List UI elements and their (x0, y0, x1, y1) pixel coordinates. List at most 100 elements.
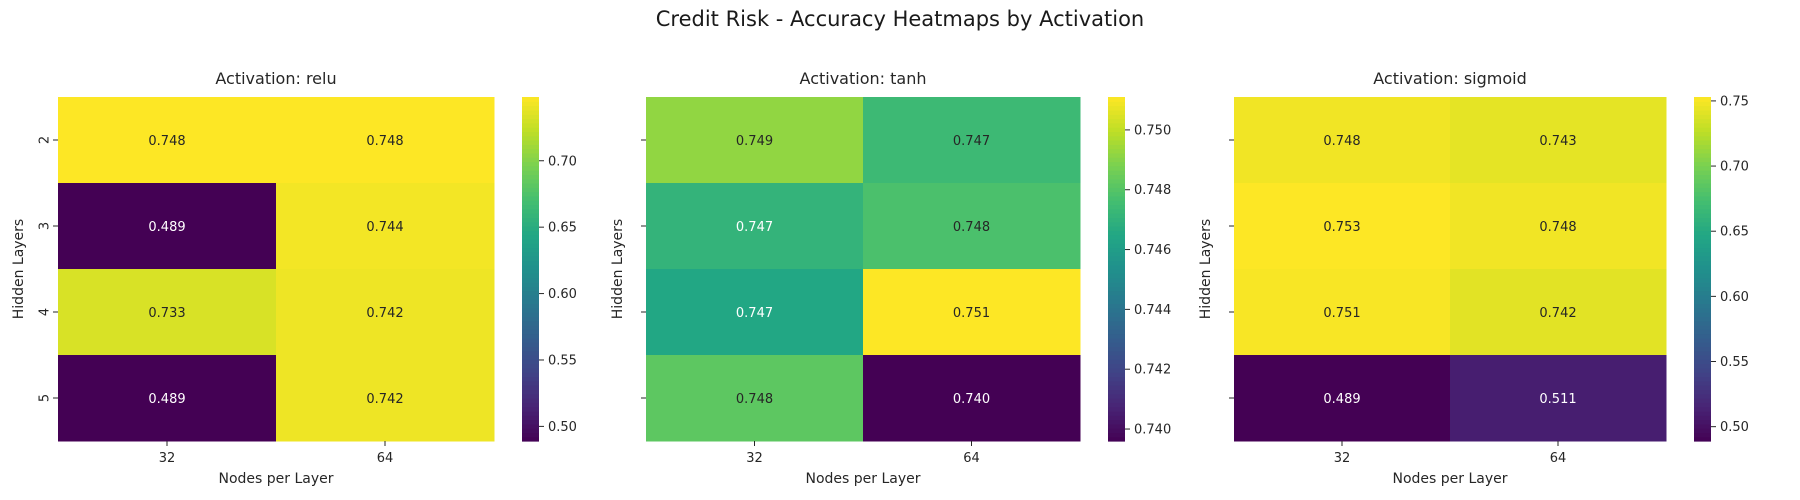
colorbar-tick-label: 0.748 (1134, 183, 1171, 198)
cell-value-label: 0.743 (1539, 134, 1576, 149)
colorbar-segment (522, 174, 539, 180)
colorbar-segment (1108, 294, 1125, 300)
heatmap-cell (276, 183, 495, 270)
colorbar-segment (1694, 195, 1711, 201)
heatmap-cell (863, 183, 1081, 270)
panel-title: Activation: sigmoid (1373, 69, 1527, 88)
heatmap-cell (646, 269, 864, 356)
x-tick-label: 64 (377, 451, 394, 466)
colorbar-segment (1108, 148, 1125, 154)
colorbar-segment (1694, 277, 1711, 283)
colorbar-segment (1694, 97, 1711, 102)
colorbar-segment (1694, 140, 1711, 145)
colorbar-segment (1694, 187, 1711, 193)
colorbar-segment (1108, 329, 1125, 335)
colorbar-segment (522, 277, 539, 283)
colorbar-segment (1108, 389, 1125, 395)
colorbar-segment (1694, 350, 1711, 356)
colorbar-segment (1694, 415, 1711, 421)
colorbar-segment (522, 243, 539, 249)
colorbar-segment (522, 329, 539, 335)
cell-value-label: 0.489 (1323, 392, 1360, 407)
heatmap-panels: 0.748 0.748 0.489 0.744 0.733 0.742 0.489 0.742… (11, 69, 1749, 487)
colorbar-segment (522, 324, 539, 330)
colorbar-segment (1694, 251, 1711, 257)
colorbar-segment (522, 363, 539, 369)
colorbar-segment (522, 178, 539, 184)
colorbar-segment (1108, 428, 1125, 433)
colorbar-segment (1694, 294, 1711, 300)
colorbar-segment (1108, 372, 1125, 378)
x-axis-label: Nodes per Layer (1392, 471, 1507, 487)
heatmap-cell (58, 183, 277, 270)
colorbar-segment (1108, 213, 1125, 218)
cell-value-label: 0.740 (953, 392, 990, 407)
colorbar-segment (1694, 114, 1711, 120)
colorbar-tick-label: 0.60 (1720, 290, 1749, 305)
colorbar-segment (522, 355, 539, 360)
colorbar-segment (1694, 428, 1711, 433)
colorbar-segment (1694, 122, 1711, 128)
colorbar-segment (522, 187, 539, 193)
colorbar-segment (522, 148, 539, 154)
colorbar-segment (1108, 161, 1125, 167)
colorbar-segment (522, 144, 539, 150)
colorbar-tick-label: 0.70 (548, 154, 577, 169)
colorbar-segment (522, 238, 539, 244)
colorbar-segment (522, 294, 539, 300)
cell-value-label: 0.747 (736, 220, 773, 235)
colorbar-segment (1694, 299, 1711, 304)
heatmap-cell (1450, 183, 1667, 270)
colorbar-segment (1694, 316, 1711, 322)
colorbar-segment (522, 316, 539, 322)
colorbar-segment (1694, 148, 1711, 154)
colorbar-segment (1108, 226, 1125, 231)
colorbar-segment (1108, 299, 1125, 304)
colorbar-segment (522, 195, 539, 201)
colorbar-segment (522, 337, 539, 343)
colorbar-segment (522, 389, 539, 395)
colorbar-segment (522, 436, 539, 442)
colorbar-segment (1108, 376, 1125, 382)
y-tick-label: 2 (38, 136, 53, 144)
colorbar-segment (1694, 226, 1711, 231)
heatmap-panel-3: 0.748 0.743 0.753 0.748 0.751 0.742 0.489 0.511… (1198, 69, 1749, 487)
colorbar-segment (522, 393, 539, 399)
colorbar-segment (522, 290, 539, 296)
colorbar-segment (1694, 131, 1711, 137)
colorbar-segment (1108, 144, 1125, 150)
colorbar-segment (1108, 423, 1125, 429)
colorbar-segment (1108, 286, 1125, 292)
heatmap-cell (646, 97, 864, 184)
colorbar-segment (522, 333, 539, 339)
colorbar-tick-label: 0.65 (1720, 225, 1749, 240)
colorbar-segment (1108, 380, 1125, 386)
colorbar-segment (522, 312, 539, 317)
y-tick-label: 4 (38, 308, 53, 316)
colorbar-segment (1108, 342, 1125, 347)
colorbar-tick-label: 0.750 (1134, 123, 1171, 138)
cell-value-label: 0.747 (736, 306, 773, 321)
colorbar-tick-label: 0.70 (1720, 160, 1749, 175)
colorbar-segment (522, 247, 539, 253)
colorbar-tick-label: 0.75 (1720, 94, 1749, 109)
colorbar-segment (1108, 419, 1125, 425)
y-axis-label: Hidden Layers (11, 219, 27, 319)
heatmap-cell (1234, 269, 1451, 356)
colorbar-segment (1694, 281, 1711, 287)
colorbar-segment (1694, 213, 1711, 218)
colorbar-segment (1694, 200, 1711, 206)
colorbar: 0.740 0.742 0.744 0.746 0.748 0.750 (1108, 97, 1171, 442)
colorbar-segment (1108, 247, 1125, 253)
colorbar-tick-label: 0.50 (1720, 420, 1749, 435)
colorbar-segment (1694, 303, 1711, 309)
colorbar-segment (522, 398, 539, 403)
colorbar-segment (522, 380, 539, 386)
colorbar-tick-label: 0.65 (548, 221, 577, 236)
colorbar-segment (522, 200, 539, 206)
colorbar-segment (1108, 410, 1125, 416)
colorbar-segment (1108, 200, 1125, 206)
colorbar-segment (1694, 101, 1711, 107)
